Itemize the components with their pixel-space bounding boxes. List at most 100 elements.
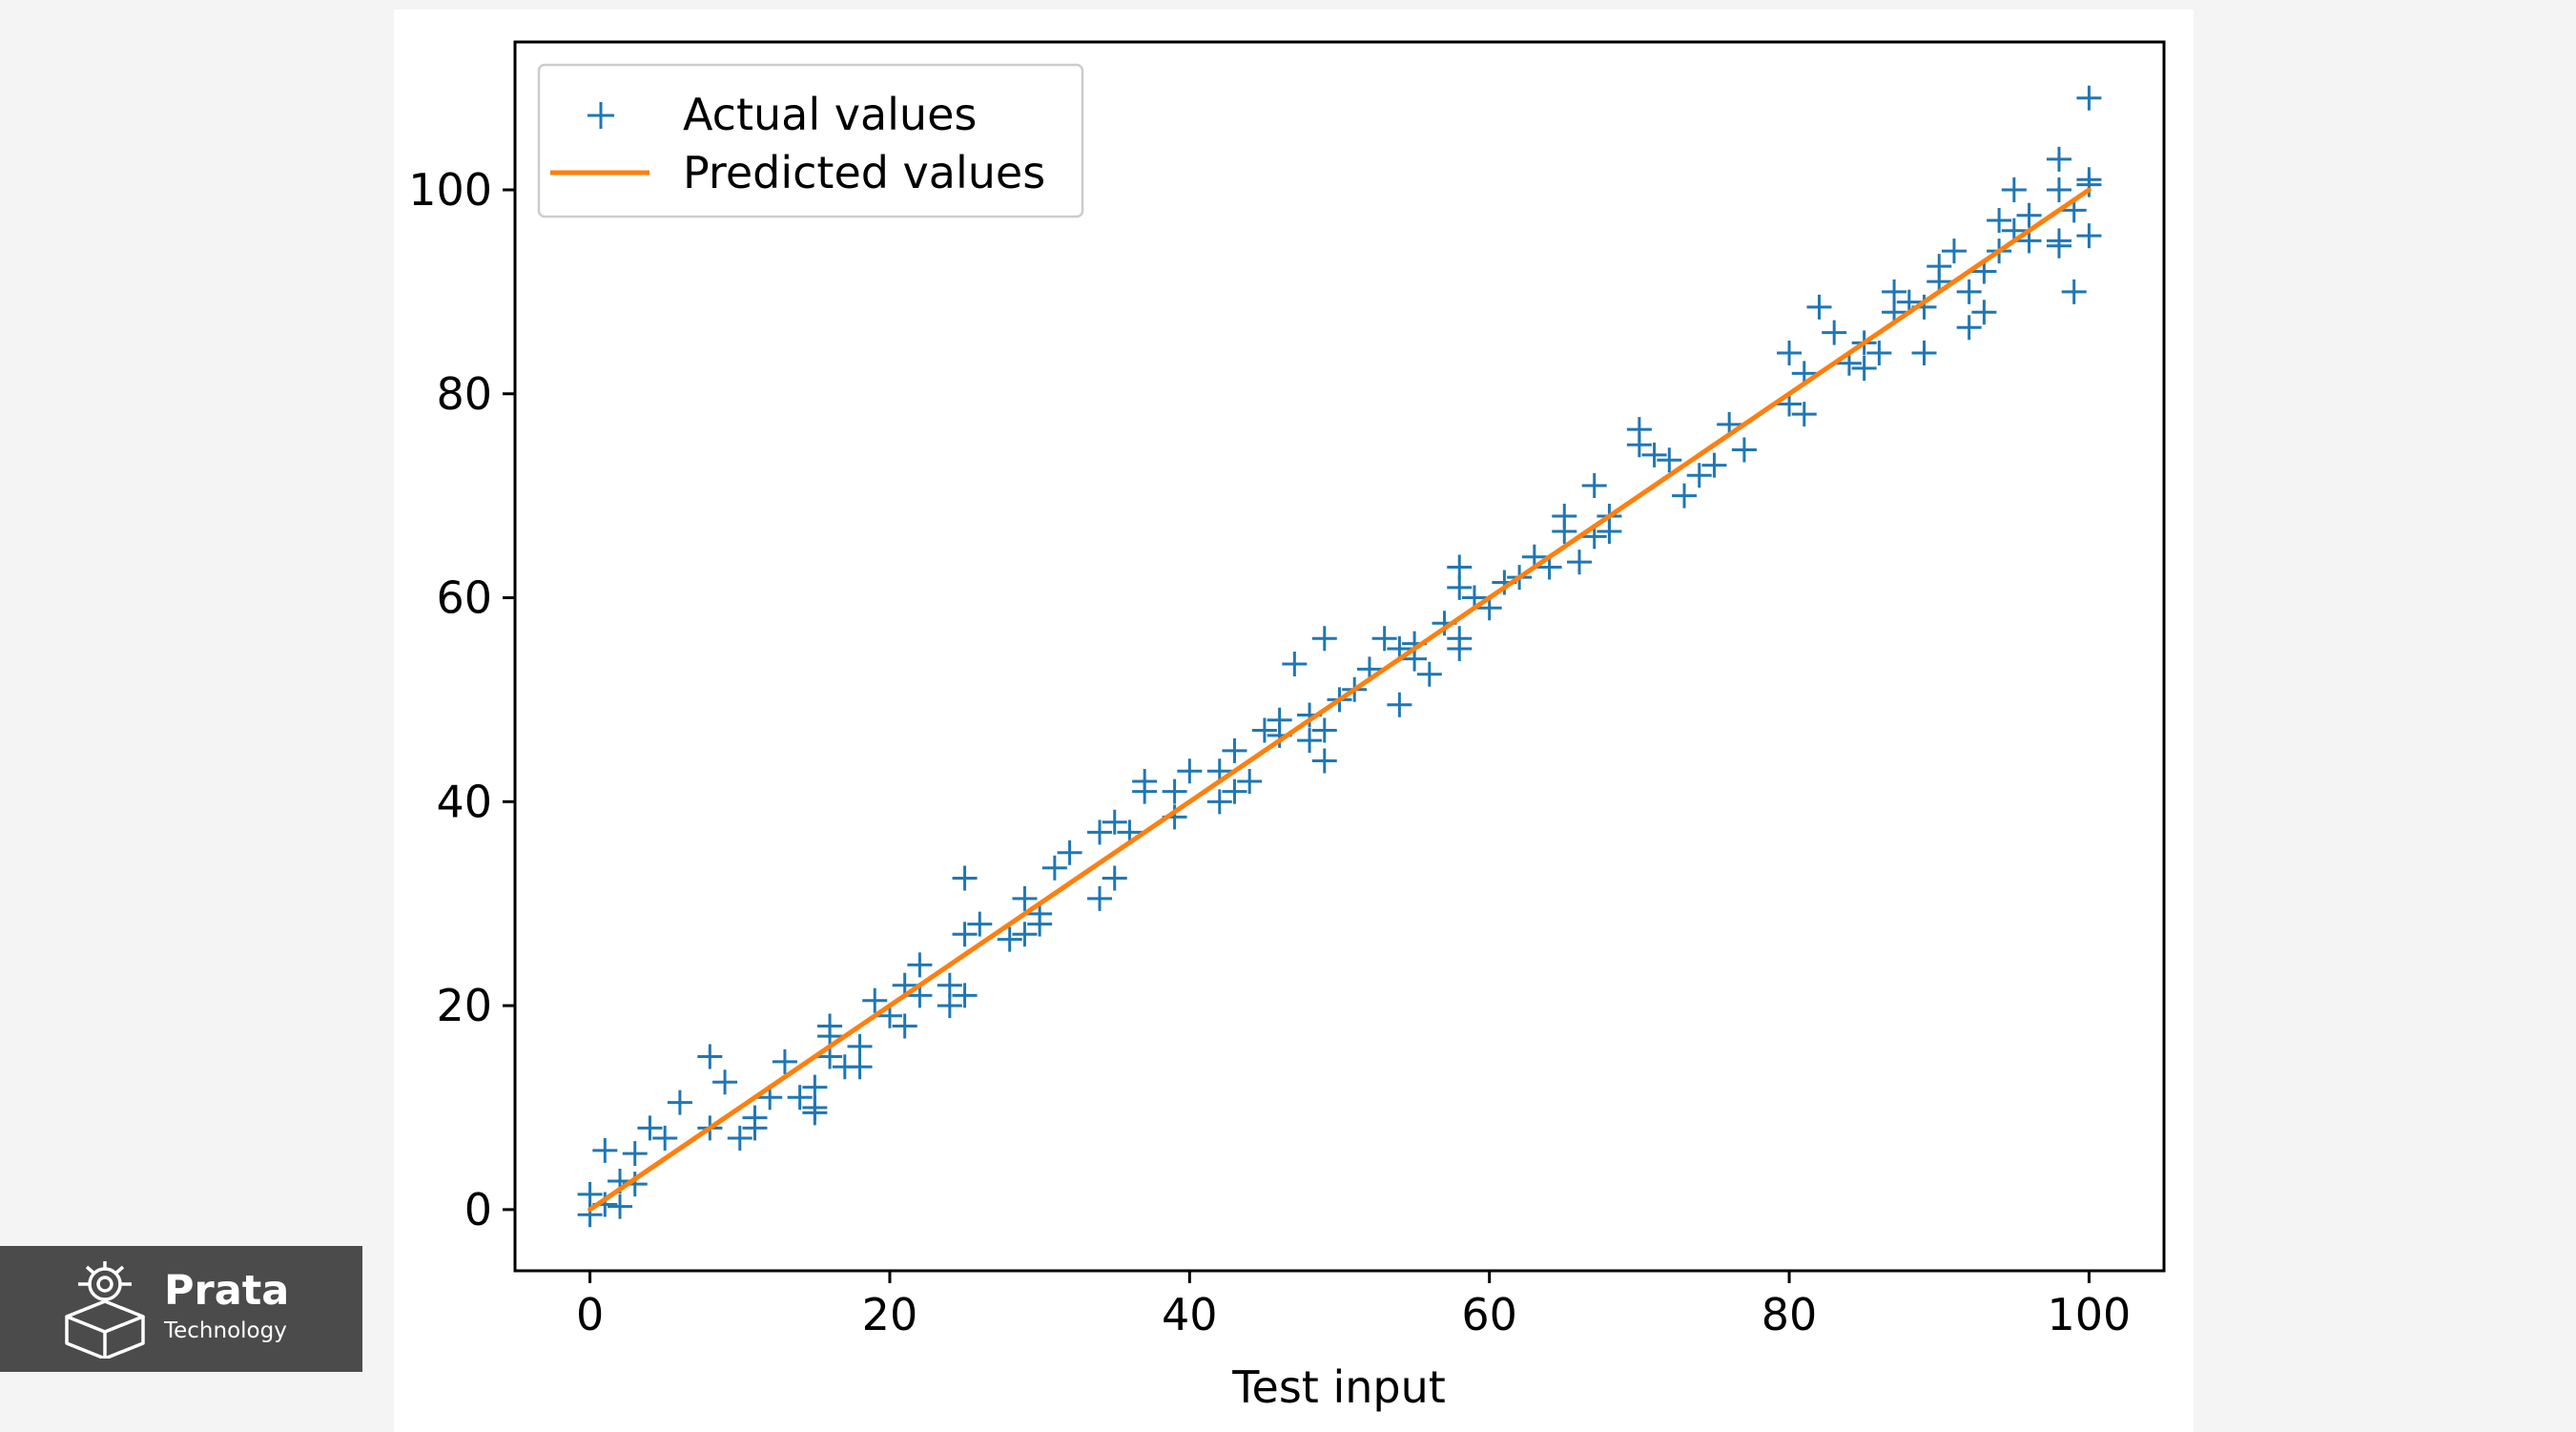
actual-value-point [1237,768,1263,794]
actual-value-point [1657,447,1682,473]
actual-value-point [1267,707,1292,733]
actual-value-point [907,952,933,978]
actual-value-point [1866,341,1892,366]
actual-value-point [1941,239,1967,264]
actual-value-point [2016,202,2042,228]
actual-value-point [1911,341,1937,366]
y-tick-label: 80 [436,368,492,420]
actual-value-point [1387,692,1412,717]
actual-value-point [1311,626,1337,652]
legend-actual-label: Actual values [683,89,977,140]
actual-value-point [1672,483,1698,508]
actual-value-point [1701,452,1727,478]
actual-value-point [1597,519,1622,545]
actual-value-point [1087,820,1113,845]
actual-value-point [1626,432,1652,458]
actual-value-point [892,1013,917,1039]
actual-value-point [967,911,993,937]
actual-value-point [667,1090,692,1115]
actual-value-point [1371,626,1397,652]
actual-value-point [712,1069,738,1095]
actual-value-point [608,1193,633,1219]
y-tick-label: 40 [436,776,492,827]
actual-value-point [862,987,888,1013]
actual-value-point [1311,748,1337,774]
actual-value-point [1987,208,2012,234]
actual-value-point [802,1100,828,1126]
cube-chip-icon [65,1261,145,1359]
actual-value-point [2046,233,2071,259]
actual-value-point [1297,728,1323,754]
actual-value-point [1251,717,1277,743]
x-tick-label: 40 [1162,1289,1218,1340]
actual-value-point [1447,574,1473,600]
actual-value-point [1552,519,1577,545]
actual-value-point [592,1137,618,1163]
actual-value-point [2061,279,2087,304]
actual-value-point [952,983,978,1008]
actual-value-point [802,1074,828,1100]
actual-value-point [1102,865,1127,891]
y-tick-label: 20 [436,980,492,1031]
actual-value-point [1162,778,1187,804]
actual-value-point [1731,437,1757,463]
actual-value-point [1806,294,1832,320]
actual-value-point [2001,176,2027,202]
x-axis-label: Test input [1231,1361,1446,1413]
actual-value-point [727,1126,752,1152]
actual-value-point [1971,300,1997,325]
actual-value-point [1851,356,1877,382]
actual-value-point [952,922,978,947]
actual-value-point [1012,922,1038,947]
actual-value-point [772,1048,797,1074]
y-tick-label: 100 [408,164,492,216]
actual-value-point [787,1085,813,1110]
actual-value-point [2046,176,2071,202]
actual-value-point [1777,341,1803,366]
chart-svg: 0 20 40 60 80 100 0 20 40 60 80 100 Test input Act… [408,40,2166,1413]
actual-value-point [1927,254,1952,280]
actual-value-point [1057,840,1082,865]
x-tick-label: 80 [1762,1289,1818,1340]
actual-values-points [577,85,2102,1228]
actual-value-point [1012,885,1038,911]
actual-value-point [2046,146,2071,172]
y-tick-label: 60 [436,572,492,624]
legend-box [537,63,1084,218]
plot-area [577,85,2102,1228]
actual-value-point [937,972,962,998]
actual-value-point [2076,85,2102,111]
legend-predicted-label: Predicted values [683,147,1045,198]
actual-value-point [1416,661,1442,687]
actual-value-point [622,1141,648,1167]
actual-value-point [577,1202,603,1228]
actual-value-point [742,1105,768,1131]
predicted-values-line-group [587,187,2092,1213]
actual-value-point [1641,442,1667,467]
y-axis-ticks: 0 20 40 60 80 100 [408,164,515,1235]
actual-value-point [1791,402,1817,427]
actual-value-point [1222,737,1247,763]
actual-value-point [1041,855,1067,881]
actual-value-point [1102,809,1127,835]
plot-frame [513,40,2166,1273]
actual-value-point [1087,885,1113,911]
x-tick-label: 0 [576,1289,604,1340]
actual-value-point [652,1126,678,1152]
actual-value-point [2076,223,2102,249]
actual-value-point [997,926,1022,952]
chart-figure: 0 20 40 60 80 100 0 20 40 60 80 100 Test input Act… [394,10,2194,1432]
actual-value-point [1132,778,1158,804]
actual-value-point [1581,472,1607,498]
actual-value-point [1311,717,1337,743]
actual-value-point [1822,320,1847,345]
actual-value-point [952,865,978,891]
actual-value-point [697,1044,723,1069]
actual-value-point [1282,652,1308,677]
actual-value-point [1566,550,1592,575]
actual-value-point [1956,279,1982,304]
x-tick-label: 100 [2048,1289,2132,1340]
predicted-values-line [587,187,2092,1213]
actual-value-point [1447,635,1473,661]
x-tick-label: 60 [1461,1289,1517,1340]
